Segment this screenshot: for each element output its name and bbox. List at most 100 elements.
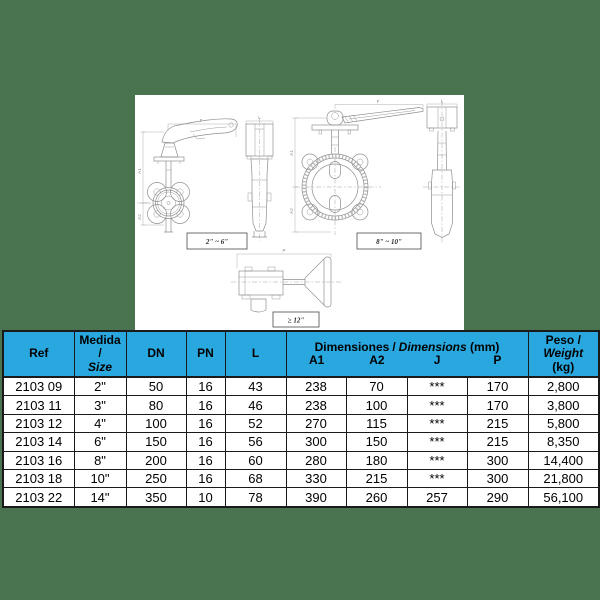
cell-j: *** xyxy=(406,395,468,415)
cell-ref: 2103 16 xyxy=(2,450,75,470)
cell-size: 6" xyxy=(73,432,127,452)
cell-p: 170 xyxy=(466,395,529,415)
cell-l: 56 xyxy=(224,432,287,452)
table-header-row: Ref Medida / Size DN PN L Dimensiones / Di… xyxy=(2,330,600,378)
cell-j: *** xyxy=(406,376,468,397)
valve-side-view-large: L xyxy=(423,99,461,243)
cell-weight: 21,800 xyxy=(527,468,600,489)
cell-ref: 2103 18 xyxy=(2,468,75,489)
svg-text:≥ 12": ≥ 12" xyxy=(288,317,305,325)
cell-a1: 238 xyxy=(285,376,347,397)
svg-text:2" ~ 6": 2" ~ 6" xyxy=(205,238,228,246)
cell-j: *** xyxy=(406,432,468,452)
table-row: 2103 16 8" 200 16 60 280 180 *** 300 14,400 xyxy=(2,450,600,470)
cell-size: 4" xyxy=(73,413,127,434)
dim-label-l: L xyxy=(258,115,261,120)
cell-a1: 280 xyxy=(285,450,347,470)
header-dimensions-group: Dimensiones / Dimensions (mm) A1 A2 J P xyxy=(285,330,529,378)
cell-dn: 100 xyxy=(125,413,187,434)
cell-weight: 14,400 xyxy=(527,450,600,470)
cell-j: 257 xyxy=(406,487,468,508)
cell-dn: 350 xyxy=(125,487,187,508)
cell-weight: 3,800 xyxy=(527,395,600,415)
cell-weight: 2,800 xyxy=(527,376,600,397)
size-range-label-small: 2" ~ 6" xyxy=(186,232,248,250)
cell-dn: 50 xyxy=(125,376,187,397)
cell-size: 2" xyxy=(73,376,127,397)
header-ref: Ref xyxy=(2,330,75,378)
svg-text:8" ~ 10": 8" ~ 10" xyxy=(376,238,402,246)
header-a2: A2 xyxy=(369,353,385,367)
dimensions-table: Ref Medida / Size DN PN L Dimensiones / Di… xyxy=(2,330,600,508)
cell-size: 3" xyxy=(73,395,127,415)
cell-a1: 390 xyxy=(285,487,347,508)
cell-size: 8" xyxy=(73,450,127,470)
header-a1: A1 xyxy=(308,353,325,367)
cell-a1: 270 xyxy=(285,413,347,434)
dim-label-p: P xyxy=(282,248,285,253)
cell-p: 215 xyxy=(466,413,529,434)
cell-pn: 16 xyxy=(185,450,226,470)
size-range-label-medium: 8" ~ 10" xyxy=(356,232,422,250)
cell-ref: 2103 09 xyxy=(2,376,75,397)
cell-ref: 2103 22 xyxy=(2,487,75,508)
cell-a2: 150 xyxy=(345,432,408,452)
cell-pn: 10 xyxy=(185,487,226,508)
header-weight: Peso / Weight (kg) xyxy=(527,330,600,378)
cell-pn: 16 xyxy=(185,376,226,397)
cell-p: 170 xyxy=(466,376,529,397)
valve-technical-drawings: A1 A2 F xyxy=(137,99,461,328)
cell-a1: 238 xyxy=(285,395,347,415)
table-row: 2103 09 2" 50 16 43 238 70 *** 170 2,800 xyxy=(2,376,600,397)
valve-side-view-small: L xyxy=(245,115,274,241)
valve-front-view-large: F A1 A2 xyxy=(289,99,424,235)
header-j: J xyxy=(433,353,441,367)
dim-label-f: F xyxy=(377,99,380,104)
cell-dn: 80 xyxy=(125,395,187,415)
cell-ref: 2103 11 xyxy=(2,395,75,415)
header-pn: PN xyxy=(185,330,226,378)
drawings-panel: A1 A2 F xyxy=(135,95,464,330)
cell-j: *** xyxy=(406,450,468,470)
table-row: 2103 11 3" 80 16 46 238 100 *** 170 3,800 xyxy=(2,395,600,415)
header-p: P xyxy=(493,353,502,367)
cell-weight: 5,800 xyxy=(527,413,600,434)
dim-label-a2: A2 xyxy=(289,208,294,214)
cell-p: 290 xyxy=(466,487,529,508)
cell-p: 300 xyxy=(466,468,529,489)
size-range-label-large: ≥ 12" xyxy=(272,311,320,328)
header-size: Medida / Size xyxy=(73,330,127,378)
dim-label-a1: A1 xyxy=(137,168,142,174)
table-row: 2103 12 4" 100 16 52 270 115 *** 215 5,800 xyxy=(2,413,600,434)
header-dn: DN xyxy=(125,330,187,378)
cell-j: *** xyxy=(406,413,468,434)
cell-size: 10" xyxy=(73,468,127,489)
cell-pn: 16 xyxy=(185,395,226,415)
cell-l: 46 xyxy=(224,395,287,415)
cell-p: 300 xyxy=(466,450,529,470)
cell-a2: 115 xyxy=(345,413,408,434)
header-l: L xyxy=(224,330,287,378)
cell-l: 60 xyxy=(224,450,287,470)
cell-pn: 16 xyxy=(185,432,226,452)
cell-a1: 300 xyxy=(285,432,347,452)
cell-dn: 250 xyxy=(125,468,187,489)
cell-size: 14" xyxy=(73,487,127,508)
cell-a2: 100 xyxy=(345,395,408,415)
cell-l: 78 xyxy=(224,487,287,508)
valve-gear-operator-view: P xyxy=(231,248,341,313)
cell-l: 68 xyxy=(224,468,287,489)
dim-label-a1: A1 xyxy=(289,150,294,156)
cell-dn: 150 xyxy=(125,432,187,452)
cell-ref: 2103 14 xyxy=(2,432,75,452)
table-body: 2103 09 2" 50 16 43 238 70 *** 170 2,800 2103 11 3"… xyxy=(2,376,600,508)
cell-dn: 200 xyxy=(125,450,187,470)
cell-p: 215 xyxy=(466,432,529,452)
cell-a2: 70 xyxy=(345,376,408,397)
cell-a2: 215 xyxy=(345,468,408,489)
cell-ref: 2103 12 xyxy=(2,413,75,434)
table-row: 2103 14 6" 150 16 56 300 150 *** 215 8,350 xyxy=(2,432,600,452)
valve-front-view-small: A1 A2 F xyxy=(137,118,238,233)
table-row: 2103 18 10" 250 16 68 330 215 *** 300 21,800 xyxy=(2,468,600,489)
